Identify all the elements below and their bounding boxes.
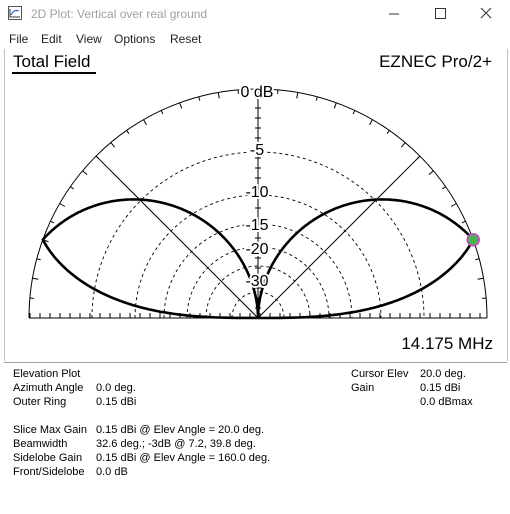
menu-view[interactable]: View (76, 32, 102, 46)
angle-tick (70, 186, 74, 190)
angle-tick (352, 110, 356, 115)
angle-tick (369, 119, 373, 126)
info-value-azimuth: 0.0 deg. (96, 382, 136, 394)
angle-tick (442, 186, 446, 190)
angle-tick (36, 258, 41, 261)
close-button[interactable] (463, 0, 509, 28)
angle-tick (143, 119, 147, 126)
angle-tick (386, 130, 390, 134)
ring-label-15: -15 (245, 217, 268, 234)
plot-title-underline (12, 72, 96, 74)
info-value-cursor-elev: 20.0 deg. (420, 368, 466, 380)
angle-tick (333, 102, 337, 109)
brand-label: EZNEC Pro/2+ (379, 52, 492, 71)
menu-reset[interactable]: Reset (170, 32, 202, 46)
angle-tick (110, 142, 116, 148)
close-icon (480, 7, 492, 19)
ring-label-20: -20 (245, 241, 268, 258)
angle-tick (400, 142, 406, 148)
angle-tick (296, 92, 299, 99)
maximize-icon (435, 8, 446, 19)
info-label-front-sidelobe: Front/Sidelobe (13, 466, 85, 478)
menu-options[interactable]: Options (114, 32, 156, 46)
angle-tick (416, 155, 421, 160)
info-label-slice-max-gain: Slice Max Gain (13, 424, 87, 436)
info-value-gain: 0.15 dBi (420, 382, 461, 394)
angle-tick (198, 96, 201, 101)
angle-tick (160, 110, 164, 115)
angle-tick (477, 277, 484, 280)
diag-line-right (257, 155, 421, 319)
window-title: 2D Plot: Vertical over real ground (31, 7, 208, 21)
angle-tick (428, 170, 434, 176)
minimize-button[interactable] (371, 0, 417, 28)
info-label-cursor-elev: Cursor Elev (351, 368, 409, 380)
menu-bar: File Edit View Options Reset (0, 29, 510, 49)
angle-tick (179, 102, 183, 109)
maximize-button[interactable] (417, 0, 463, 28)
angle-tick (126, 130, 130, 134)
info-value-slice-max-gain: 0.15 dBi @ Elev Angle = 20.0 deg. (96, 424, 265, 436)
info-label-azimuth: Azimuth Angle (13, 382, 84, 394)
menu-file[interactable]: File (9, 32, 29, 46)
info-label-beamwidth: Beamwidth (13, 438, 68, 450)
info-value-outer-ring: 0.15 dBi (96, 396, 137, 408)
app-icon (8, 6, 22, 20)
dashed-ring (205, 265, 311, 319)
menu-edit[interactable]: Edit (41, 32, 62, 46)
ring-label-0db: 0 dB (241, 84, 274, 101)
info-label-outer-ring: Outer Ring (13, 396, 67, 408)
angle-tick (475, 258, 480, 261)
angle-tick (59, 203, 66, 207)
plot-area[interactable] (4, 49, 508, 361)
angle-tick (50, 220, 55, 224)
info-value-dbmax: 0.0 dBmax (420, 396, 473, 408)
diag-line-left (95, 155, 259, 319)
angle-tick (315, 96, 318, 101)
frequency-label: 14.175 MHz (401, 334, 493, 353)
info-label-gain: Gain (351, 382, 375, 394)
plot-title: Total Field (13, 52, 91, 71)
angle-tick (461, 220, 466, 224)
angle-tick (32, 277, 39, 280)
info-label-elevation-plot: Elevation Plot (13, 368, 81, 380)
ring-label-5: -5 (250, 142, 264, 159)
info-label-sidelobe-gain: Sidelobe Gain (13, 452, 83, 464)
title-bar: 2D Plot: Vertical over real ground (0, 0, 510, 28)
panel-divider (4, 362, 507, 363)
info-value-sidelobe-gain: 0.15 dBi @ Elev Angle = 160.0 deg. (96, 452, 271, 464)
cursor-marker[interactable] (466, 232, 480, 247)
ring-labels: 0 dB -5 -10 -15 -20 -30 (239, 82, 276, 292)
angle-tick (82, 170, 88, 176)
info-value-front-sidelobe: 0.0 dB (96, 466, 128, 478)
angle-tick (450, 203, 457, 207)
minimize-icon (389, 13, 399, 15)
ring-label-30: -30 (245, 273, 268, 290)
angle-tick (95, 155, 100, 160)
info-value-beamwidth: 32.6 deg.; -3dB @ 7.2, 39.8 deg. (96, 438, 256, 450)
dashed-ring (163, 223, 353, 319)
radiation-pattern (41, 198, 475, 320)
ring-label-10: -10 (245, 184, 268, 201)
angle-tick (217, 92, 220, 99)
dashed-ring (186, 246, 330, 319)
